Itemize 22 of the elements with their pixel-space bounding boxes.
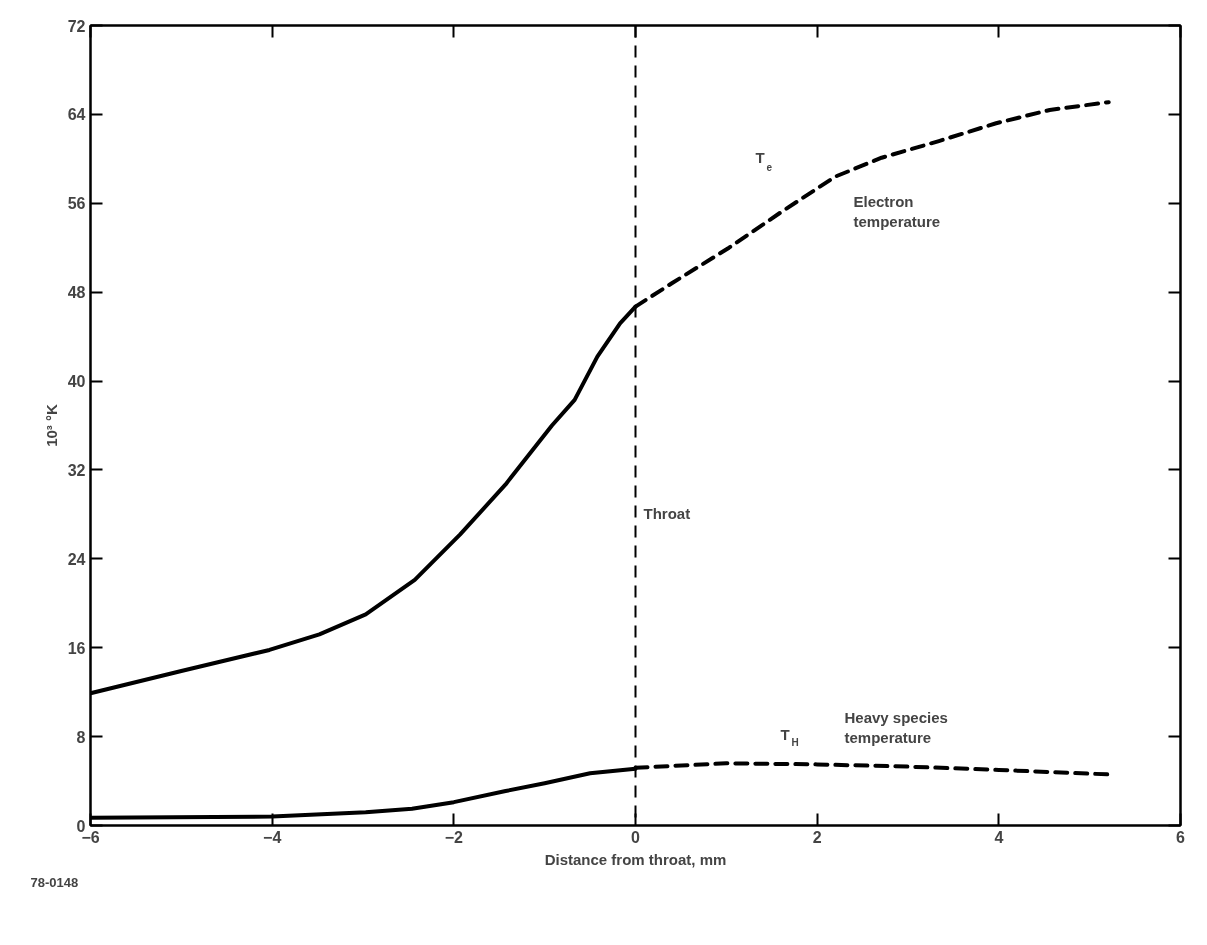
y-tick-label: 56 (67, 195, 86, 213)
x-tick-label: 4 (994, 828, 1004, 846)
annotation: Electron temperature (853, 192, 941, 230)
x-tick-label: 6 (1176, 828, 1186, 846)
y-tick-label: 72 (67, 17, 86, 35)
x-tick-label: −4 (263, 828, 282, 846)
y-tick-label: 40 (67, 373, 86, 391)
x-axis-title: Distance from throat, mm (544, 850, 727, 868)
y-tick-label: 64 (67, 106, 86, 124)
y-tick-label: 0 (76, 817, 86, 835)
y-tick-label: 24 (67, 550, 86, 568)
y-tick-label: 8 (76, 728, 86, 746)
x-tick-label: 2 (812, 828, 822, 846)
annotation: Heavy species temperature (844, 708, 948, 746)
y-axis-title: 10³ °K (42, 403, 60, 447)
x-tick-label: 0 (631, 828, 641, 846)
y-tick-label: 16 (67, 639, 86, 657)
ref-line-label: Throat (643, 504, 691, 522)
y-tick-label: 32 (67, 461, 86, 479)
text: 78-0148 (30, 874, 79, 890)
y-tick-label: 48 (67, 284, 86, 302)
x-tick-label: −2 (444, 828, 464, 846)
